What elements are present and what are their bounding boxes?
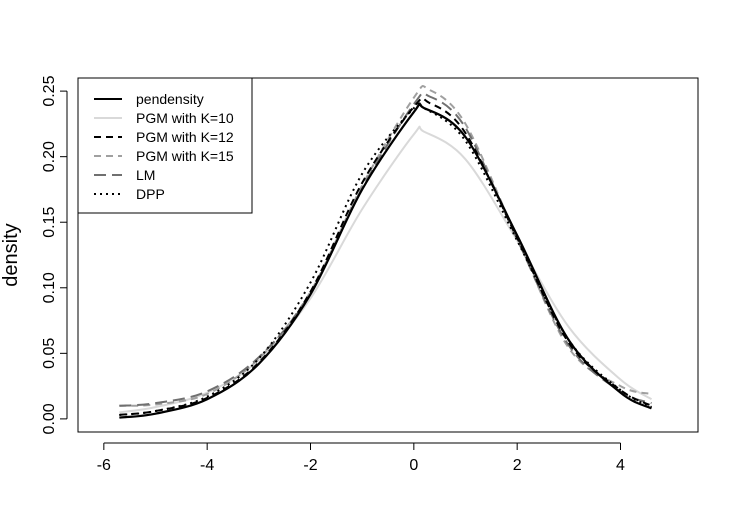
legend-label: PGM with K=12 — [136, 129, 234, 145]
series-line-4 — [119, 92, 652, 407]
y-axis-title: density — [0, 223, 22, 286]
x-tick-label: 4 — [616, 457, 625, 474]
legend-label: PGM with K=10 — [136, 110, 234, 126]
x-axis: -6 -4 -2 0 2 4 — [97, 442, 625, 474]
legend-label: PGM with K=15 — [136, 148, 234, 164]
x-tick-label: -2 — [303, 457, 317, 474]
y-tick-label: 0.20 — [41, 141, 58, 172]
series-line-1 — [119, 125, 653, 414]
y-tick-label: 0.25 — [41, 75, 58, 106]
y-tick-label: 0.00 — [41, 403, 58, 434]
x-tick-label: 2 — [513, 457, 522, 474]
y-tick-label: 0.15 — [41, 207, 58, 238]
legend-label: LM — [136, 167, 155, 183]
legend-box — [77, 77, 253, 214]
plot-box — [77, 77, 699, 433]
x-tick-label: -4 — [200, 457, 214, 474]
series-line-0 — [119, 102, 652, 419]
x-tick-label: 0 — [409, 457, 418, 474]
series-layer — [119, 85, 653, 419]
y-tick-label: 0.05 — [41, 338, 58, 369]
series-line-5 — [119, 100, 652, 416]
legend-label: pendensity — [136, 91, 204, 107]
legend: pendensity PGM with K=10 PGM with K=12 PGM … — [77, 77, 253, 214]
legend-label: DPP — [136, 186, 165, 202]
series-line-3 — [119, 85, 652, 407]
x-tick-label: -6 — [97, 457, 111, 474]
y-tick-label: 0.10 — [41, 272, 58, 303]
y-axis: 0.00 0.05 0.10 0.15 0.20 0.25 — [41, 75, 68, 434]
